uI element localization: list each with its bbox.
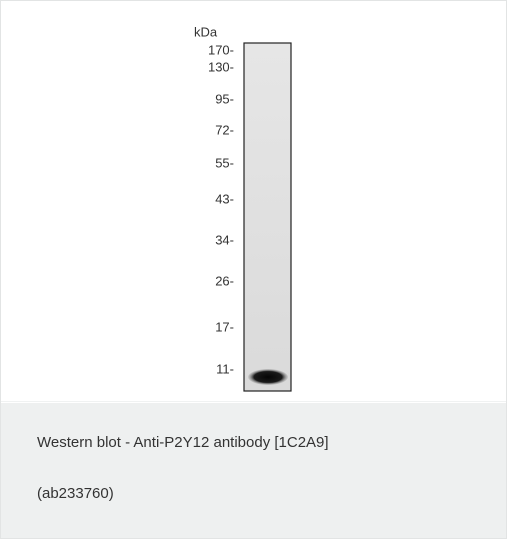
- marker-label: 72-: [215, 122, 234, 137]
- marker-label: 55-: [215, 155, 234, 170]
- marker-label: 11-: [216, 361, 234, 376]
- marker-label: 170-: [208, 42, 234, 57]
- blot-image: kDa 170- 130- 95- 72- 55- 43- 34- 26- 17- 11-: [1, 1, 506, 402]
- caption: Western blot - Anti-P2Y12 antibody [1C2A…: [1, 403, 506, 538]
- lane: [244, 43, 291, 391]
- marker-label: 17-: [215, 319, 234, 334]
- caption-line: (ab233760): [37, 485, 114, 502]
- marker-label: 130-: [208, 59, 234, 74]
- caption-line: Western blot - Anti-P2Y12 antibody [1C2A…: [37, 434, 329, 451]
- marker-label: 43-: [215, 191, 234, 206]
- unit-label: kDa: [194, 24, 218, 39]
- marker-label: 34-: [215, 232, 234, 247]
- marker-label: 95-: [215, 91, 234, 106]
- marker-label: 26-: [215, 273, 234, 288]
- band: [248, 369, 288, 385]
- figure-card: kDa 170- 130- 95- 72- 55- 43- 34- 26- 17- 11- Wes…: [0, 0, 507, 539]
